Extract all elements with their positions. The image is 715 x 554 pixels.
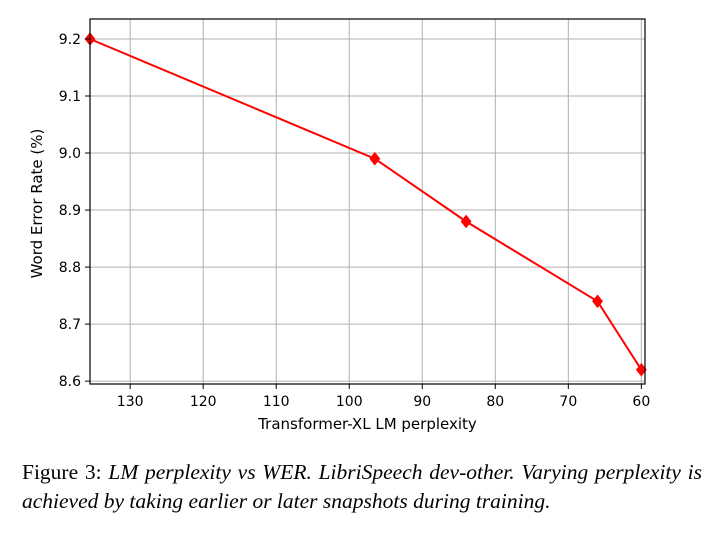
data-point-marker xyxy=(592,294,603,309)
y-tick-label: 9.0 xyxy=(59,146,81,162)
x-tick-label: 120 xyxy=(190,394,217,410)
y-tick-label: 9.1 xyxy=(59,89,81,105)
x-tick-label: 110 xyxy=(263,394,290,410)
y-tick-label: 8.9 xyxy=(59,203,81,219)
caption-text: LM perplexity vs WER. LibriSpeech dev-ot… xyxy=(22,460,703,513)
x-tick-label: 100 xyxy=(336,394,363,410)
caption-label: Figure 3: xyxy=(22,460,102,484)
data-point-marker xyxy=(460,214,472,229)
series-line xyxy=(89,38,643,371)
grid-lines xyxy=(90,19,645,384)
y-axis-label: Word Error Rate (%) xyxy=(28,129,46,279)
x-tick-label: 60 xyxy=(632,394,650,410)
chart: 130 120 110 100 90 80 70 60 8.6 8.7 8.8 8.9 9.0 9.1 9.… xyxy=(28,18,651,433)
x-tick-label: 90 xyxy=(413,394,431,410)
figure-caption: Figure 3: LM perplexity vs WER. LibriSpe… xyxy=(22,458,702,516)
y-tick-label: 8.6 xyxy=(59,374,81,390)
x-tick-label: 130 xyxy=(117,394,144,410)
tick-layer: 130 120 110 100 90 80 70 60 8.6 8.7 8.8 8.9 9.0 9.1 9.… xyxy=(59,32,651,410)
y-tick-label: 8.8 xyxy=(59,260,81,276)
plot-frame xyxy=(89,18,646,385)
y-tick-label: 8.7 xyxy=(59,317,81,333)
data-point-marker xyxy=(369,151,381,166)
series-layer xyxy=(84,32,647,377)
x-axis-label: Transformer-XL LM perplexity xyxy=(257,415,477,433)
x-tick-label: 70 xyxy=(559,394,577,410)
y-tick-label: 9.2 xyxy=(59,32,81,48)
x-tick-label: 80 xyxy=(486,394,504,410)
